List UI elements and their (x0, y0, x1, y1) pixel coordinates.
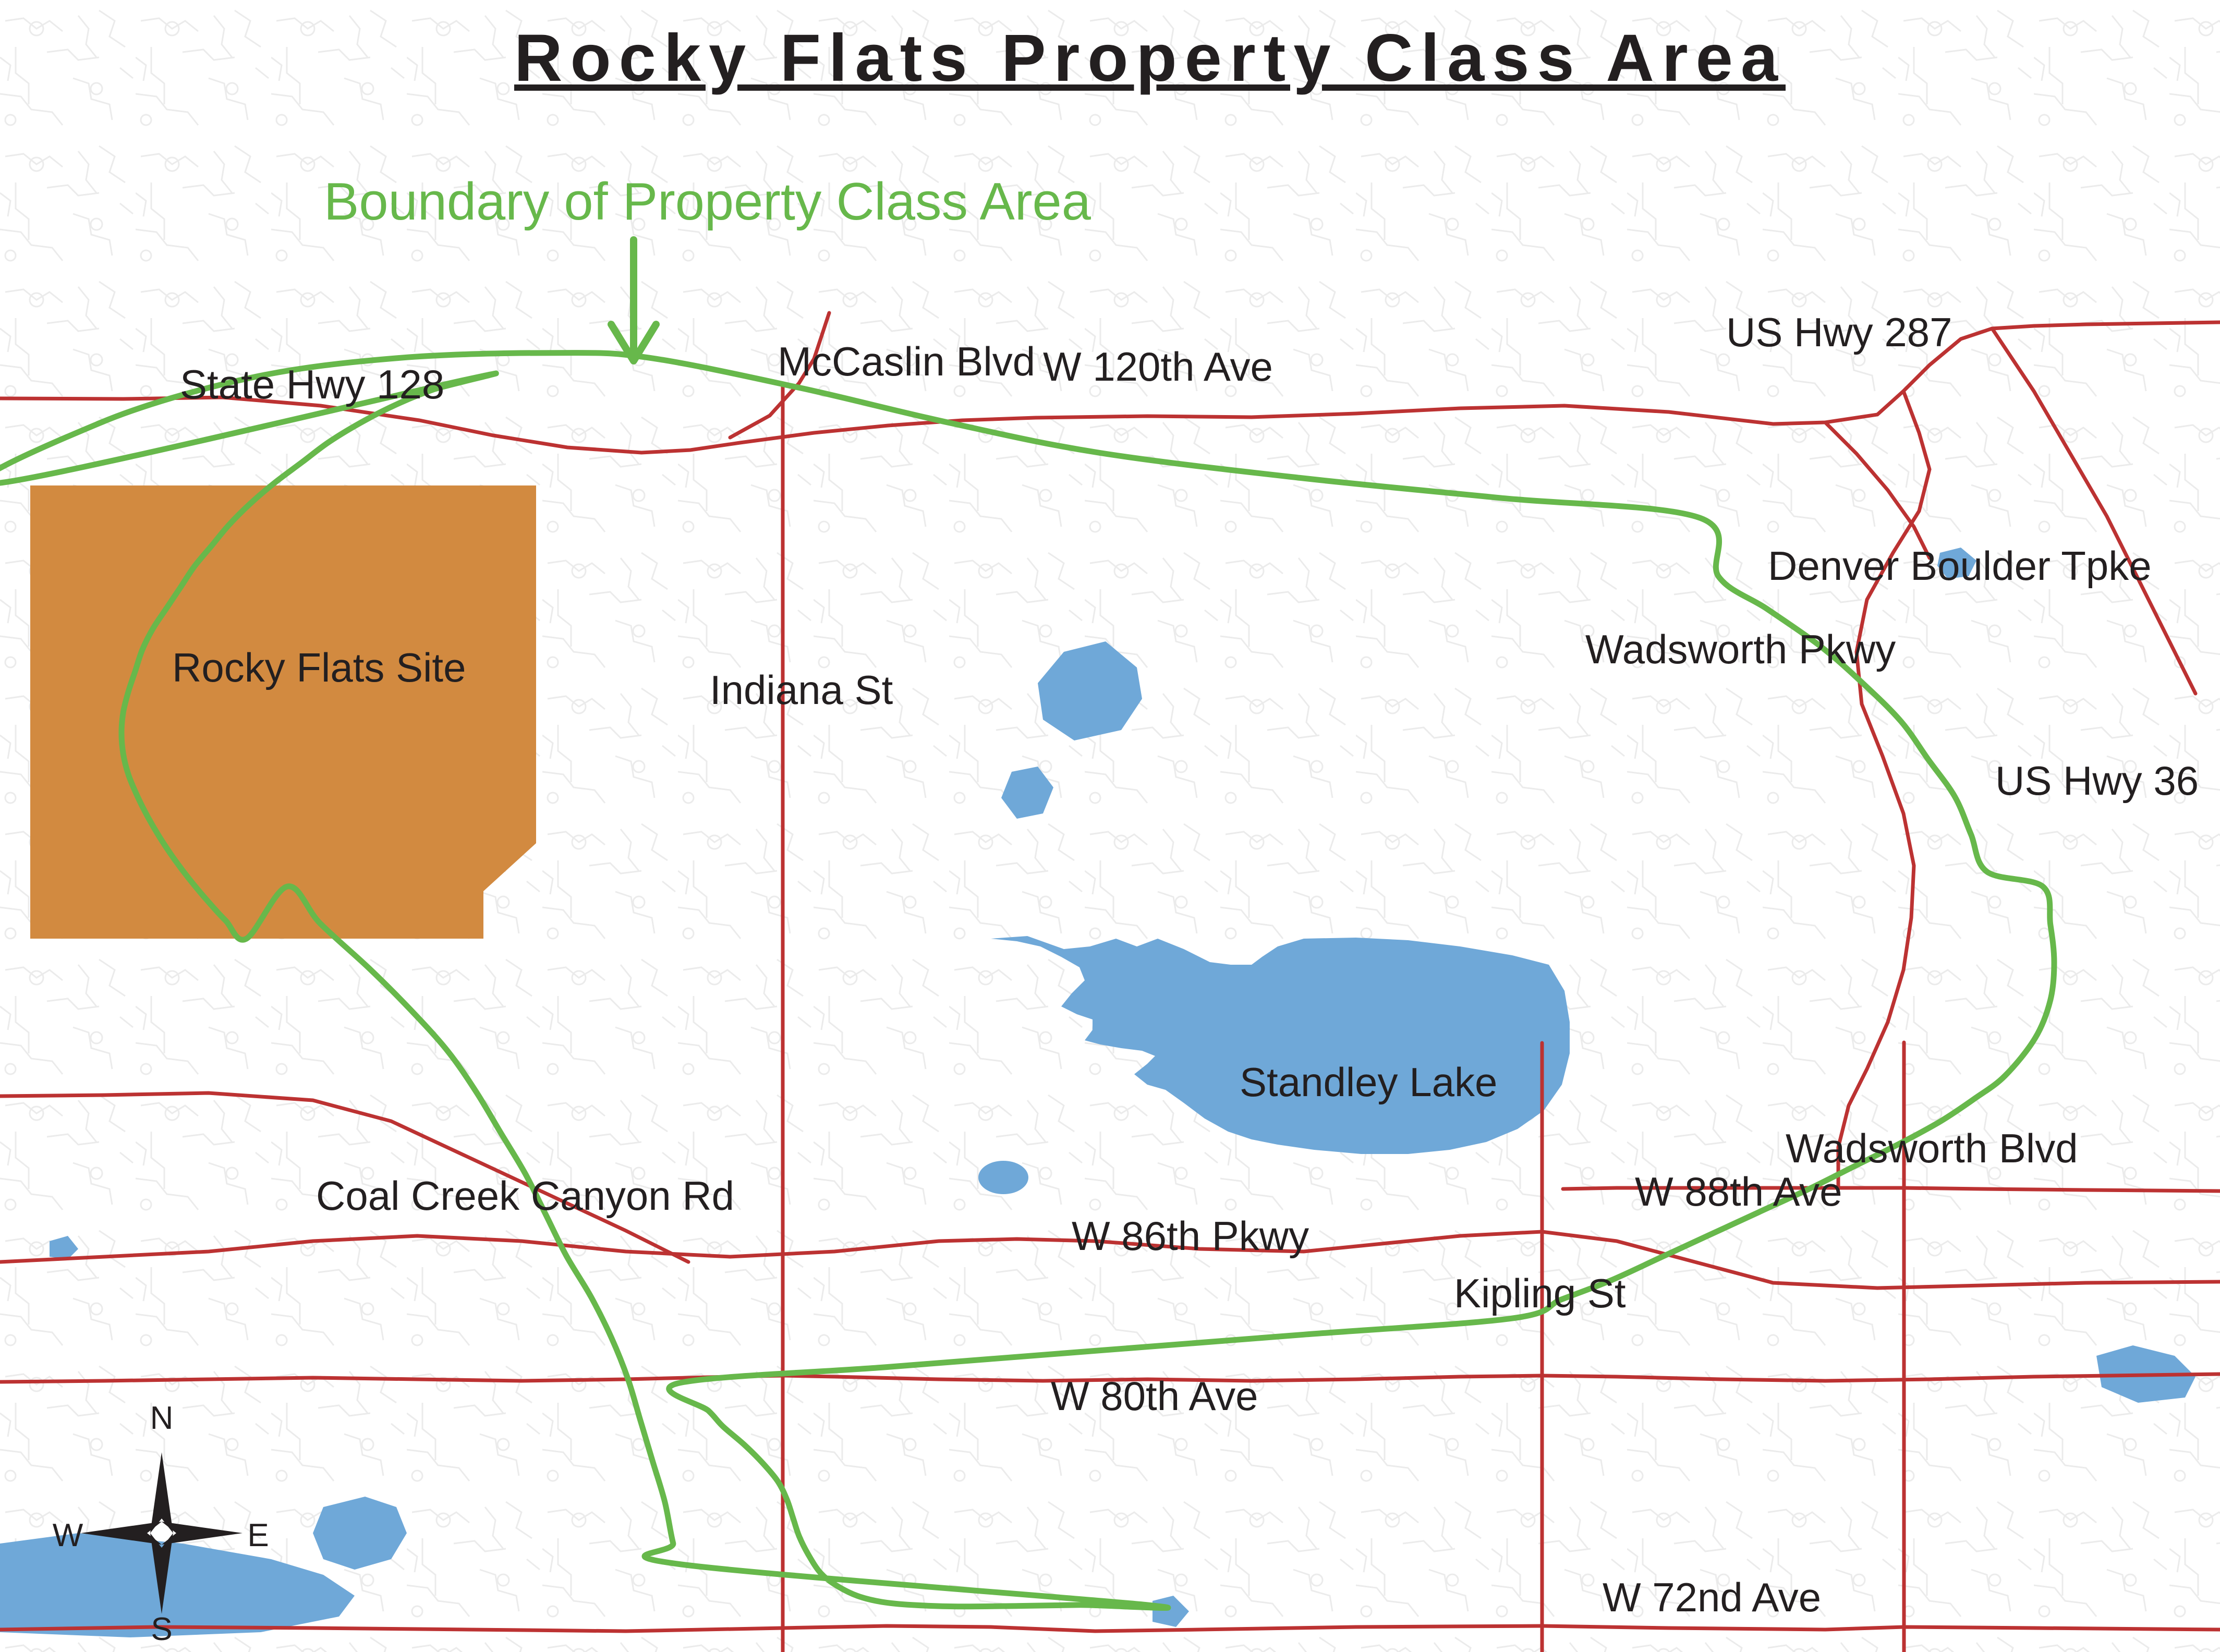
svg-text:E: E (247, 1517, 269, 1553)
svg-text:S: S (151, 1611, 172, 1647)
svg-text:N: N (150, 1400, 174, 1436)
svg-text:W: W (53, 1517, 83, 1553)
